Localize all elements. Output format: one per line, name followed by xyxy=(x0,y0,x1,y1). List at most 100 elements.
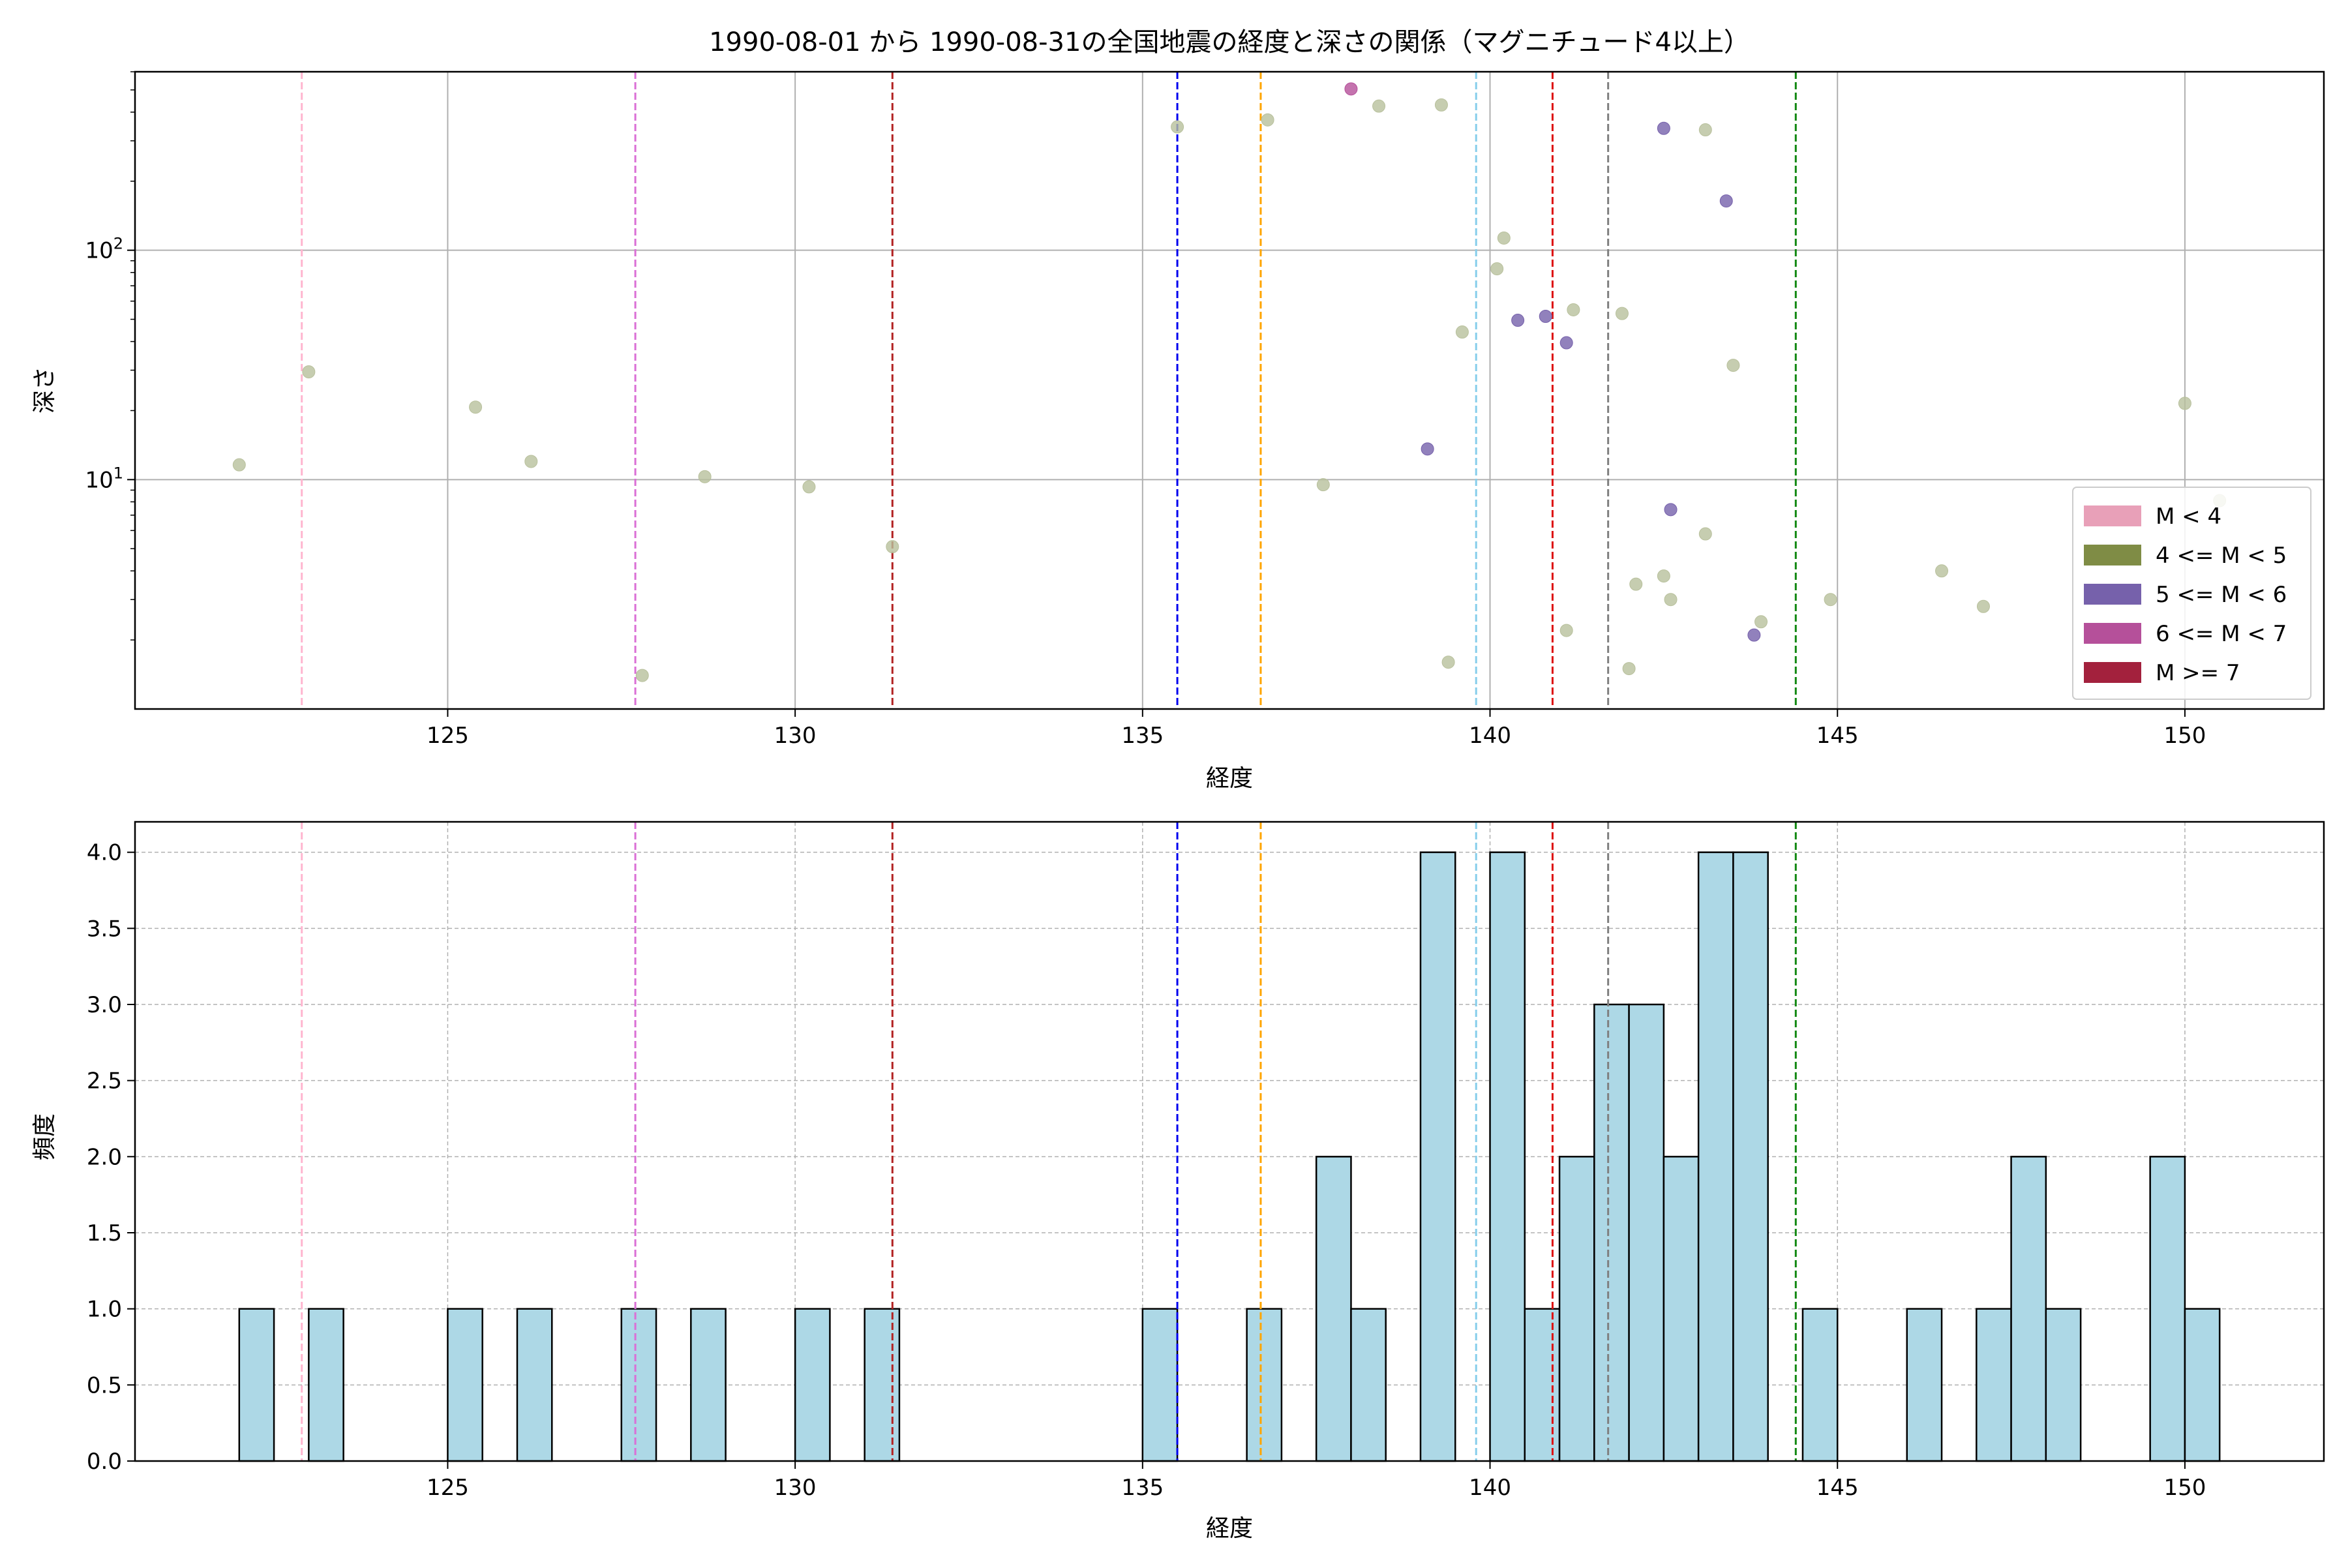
scatter-point xyxy=(1497,231,1511,245)
scatter-point xyxy=(802,480,816,494)
histogram-bar xyxy=(1141,1308,1179,1462)
histogram-y-tick-label: 0.5 xyxy=(87,1372,122,1398)
scatter-point xyxy=(469,400,483,414)
histogram-bar xyxy=(864,1308,901,1462)
legend-label: 5 <= M < 6 xyxy=(2156,582,2287,608)
scatter-point xyxy=(1372,99,1386,113)
scatter-gridlines xyxy=(135,72,2324,709)
scatter-point xyxy=(1455,325,1469,339)
legend-box xyxy=(2072,487,2311,700)
histogram-x-tick-label: 145 xyxy=(1816,1475,1859,1501)
scatter-y-tick-label: 102 xyxy=(85,235,123,264)
histogram-bar xyxy=(2045,1308,2082,1462)
scatter-point xyxy=(1664,503,1678,517)
histogram-x-axis-label: 経度 xyxy=(1206,1515,1253,1542)
scatter-point xyxy=(1698,527,1712,541)
scatter-point xyxy=(1559,624,1573,637)
legend-label: M < 4 xyxy=(2156,504,2221,530)
scatter-point xyxy=(2178,397,2191,410)
legend-swatch xyxy=(2084,584,2141,605)
scatter-y-axis-label: 深さ xyxy=(31,367,58,414)
scatter-point xyxy=(1316,478,1330,492)
histogram-bar xyxy=(1315,1156,1352,1462)
histogram-plot-area xyxy=(135,822,2324,1461)
scatter-x-tick-label: 135 xyxy=(1121,723,1164,749)
histogram-bar xyxy=(447,1308,483,1462)
scatter-point xyxy=(886,540,899,554)
histogram-bar xyxy=(1663,1156,1700,1462)
histogram-bar xyxy=(2010,1156,2047,1462)
histogram-x-tick-label: 135 xyxy=(1121,1475,1164,1501)
scatter-plot-area xyxy=(135,72,2324,709)
scatter-point xyxy=(1511,314,1525,327)
histogram-reference-lines xyxy=(301,822,1797,1461)
histogram-gridlines xyxy=(135,822,2324,1462)
scatter-point xyxy=(1719,194,1733,208)
histogram-y-tick-label: 3.5 xyxy=(87,916,122,942)
histogram-bar xyxy=(238,1308,275,1462)
histogram-y-tick-label: 1.0 xyxy=(87,1297,122,1323)
scatter-point xyxy=(698,470,712,483)
scatter-x-tick-label: 130 xyxy=(774,723,817,749)
legend: M < 4 4 <= M < 5 5 <= M < 6 6 <= M < 7 M >= … xyxy=(2072,487,2311,700)
histogram-bar xyxy=(1350,1308,1387,1462)
histogram-bar xyxy=(1419,851,1456,1462)
histogram-y-axis-label: 頻度 xyxy=(31,1113,58,1160)
histogram-bar xyxy=(620,1308,657,1462)
legend-swatch xyxy=(2084,623,2141,644)
scatter-point xyxy=(635,669,649,682)
histogram-bar xyxy=(2149,1156,2186,1462)
scatter-point xyxy=(1490,262,1504,276)
histogram-bar xyxy=(1732,851,1769,1462)
histogram-y-tick-label: 2.0 xyxy=(87,1144,122,1170)
histogram-bar xyxy=(516,1308,553,1462)
histogram-bar xyxy=(1628,1003,1665,1462)
legend-label: 4 <= M < 5 xyxy=(2156,543,2287,569)
scatter-axes-frame xyxy=(134,70,2325,710)
scatter-point xyxy=(1664,593,1678,607)
scatter-point xyxy=(1622,662,1636,676)
histogram-bar xyxy=(1489,851,1526,1462)
histogram-bar xyxy=(1976,1308,2012,1462)
scatter-x-tick-label: 140 xyxy=(1469,723,1511,749)
histogram-bar xyxy=(1801,1308,1839,1462)
scatter-x-tick-label: 125 xyxy=(427,723,469,749)
scatter-point xyxy=(302,365,316,379)
histogram-bar xyxy=(1697,851,1734,1462)
legend-label: M >= 7 xyxy=(2156,660,2240,686)
histogram-x-tick-label: 130 xyxy=(774,1475,817,1501)
histogram-bar xyxy=(2184,1308,2221,1462)
scatter-point xyxy=(1629,577,1643,591)
histogram-axes-frame xyxy=(134,821,2325,1462)
histogram-bar xyxy=(1593,1003,1630,1462)
scatter-point xyxy=(1726,359,1740,372)
histogram-y-tick-label: 2.5 xyxy=(87,1068,122,1094)
histogram-y-tick-label: 4.0 xyxy=(87,840,122,866)
histogram-x-tick-label: 150 xyxy=(2163,1475,2206,1501)
scatter-point xyxy=(1539,310,1552,324)
histogram-x-tick-label: 125 xyxy=(427,1475,469,1501)
legend-swatch xyxy=(2084,662,2141,683)
scatter-point xyxy=(232,458,246,472)
histogram-y-tick-label: 3.0 xyxy=(87,992,122,1018)
scatter-reference-lines xyxy=(301,72,1797,709)
scatter-panel: 125 130 135 140 145 150 101 102 経度 深さ M < 4 4 <=… xyxy=(31,70,2325,792)
histogram-x-tick-label: 140 xyxy=(1469,1475,1511,1501)
histogram-axes: 125 130 135 140 145 150 0.0 0.5 1.0 1.5 2.0 2.5 3.0 3… xyxy=(87,821,2325,1501)
scatter-point xyxy=(1567,303,1580,316)
histogram-bar xyxy=(1906,1308,1943,1462)
scatter-point xyxy=(1747,628,1761,642)
scatter-axes: 125 130 135 140 145 150 101 102 xyxy=(85,70,2325,749)
scatter-point xyxy=(1698,123,1712,137)
legend-swatch xyxy=(2084,505,2141,526)
scatter-point xyxy=(1344,82,1358,96)
histogram-bar xyxy=(794,1308,831,1462)
scatter-point xyxy=(1754,615,1768,629)
scatter-point xyxy=(1171,120,1184,134)
histogram-bar xyxy=(1558,1156,1595,1462)
scatter-point xyxy=(1657,569,1670,583)
histogram-bar xyxy=(1524,1308,1561,1462)
scatter-point xyxy=(1441,656,1455,669)
scatter-point xyxy=(1824,593,1837,607)
